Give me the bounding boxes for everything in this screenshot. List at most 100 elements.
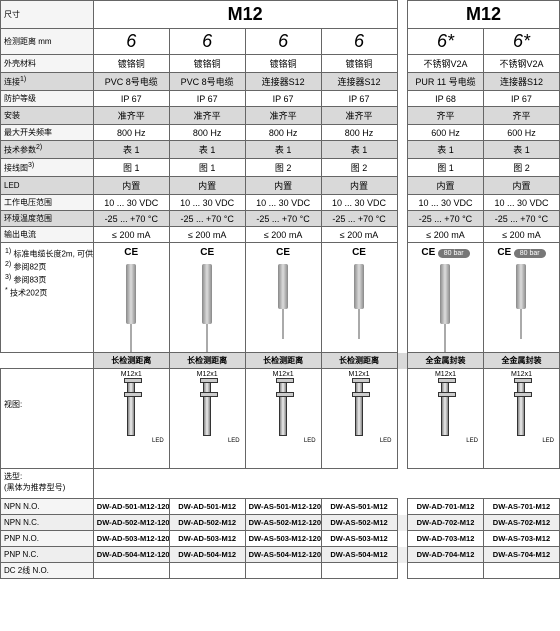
part-number: DW-AS-501-M12-120 bbox=[245, 499, 321, 515]
spec-val: 800 Hz bbox=[245, 125, 321, 141]
spec-val: 图 2 bbox=[245, 159, 321, 177]
option-label: 选型: bbox=[4, 472, 22, 481]
spec-label: 连接1) bbox=[1, 73, 94, 91]
part-number bbox=[408, 563, 484, 579]
spec-val: 10 ... 30 VDC bbox=[93, 195, 169, 211]
spec-label: 外壳材料 bbox=[1, 55, 94, 73]
spec-val: 图 2 bbox=[483, 159, 559, 177]
spec-label: 安装 bbox=[1, 107, 94, 125]
part-number: DW-AD-704-M12 bbox=[408, 547, 484, 563]
image-row: 1) 标准电缆长度2m, 可供非标准电缆长度 2) 参阅82页 3) 参阅83页… bbox=[1, 243, 560, 353]
spec-val: 800 Hz bbox=[321, 125, 397, 141]
size-group-1: M12 bbox=[93, 1, 397, 29]
part-number: DW-AS-503-M12 bbox=[321, 531, 397, 547]
detect-row: 检测距离 mm 6 6 6 6 6* 6* bbox=[1, 29, 560, 55]
spec-val: 600 Hz bbox=[483, 125, 559, 141]
partnumber-row: PNP N.O.DW-AD-503-M12-120DW-AD-503-M12DW… bbox=[1, 531, 560, 547]
spec-table: 尺寸 M12 M12 检测距离 mm 6 6 6 6 6* 6* 外壳材料 镀铬铜… bbox=[0, 0, 560, 579]
spec-row: 接线图3)图 1图 1图 2图 2图 1图 2 bbox=[1, 159, 560, 177]
spec-row: 技术参数2)表 1表 1表 1表 1表 1表 1 bbox=[1, 141, 560, 159]
spec-val: ≤ 200 mA bbox=[408, 227, 484, 243]
spec-val: IP 67 bbox=[483, 91, 559, 107]
part-number: DW-AD-501-M12 bbox=[169, 499, 245, 515]
part-number: DW-AS-504-M12 bbox=[321, 547, 397, 563]
spec-val: 10 ... 30 VDC bbox=[483, 195, 559, 211]
spec-val: 连接器S12 bbox=[483, 73, 559, 91]
part-number: DW-AS-502-M12-120 bbox=[245, 515, 321, 531]
spec-label: 最大开关频率 bbox=[1, 125, 94, 141]
part-number bbox=[169, 563, 245, 579]
header-size-row: 尺寸 M12 M12 bbox=[1, 1, 560, 29]
partnumber-row: NPN N.O.DW-AD-501-M12-120DW-AD-501-M12DW… bbox=[1, 499, 560, 515]
part-number: DW-AD-702-M12 bbox=[408, 515, 484, 531]
spec-val: 800 Hz bbox=[93, 125, 169, 141]
spec-val: -25 ... +70 °C bbox=[169, 211, 245, 227]
spec-row: 安装准齐平准齐平准齐平准齐平齐平齐平 bbox=[1, 107, 560, 125]
part-number: DW-AD-504-M12-120 bbox=[93, 547, 169, 563]
spec-val: 镀铬铜 bbox=[321, 55, 397, 73]
spec-label: 防护等级 bbox=[1, 91, 94, 107]
spec-val: ≤ 200 mA bbox=[483, 227, 559, 243]
detect-label: 检测距离 mm bbox=[1, 29, 94, 55]
part-number: DW-AS-704-M12 bbox=[483, 547, 559, 563]
spec-label: 技术参数2) bbox=[1, 141, 94, 159]
part-number: DW-AD-503-M12 bbox=[169, 531, 245, 547]
spec-val: 镀铬铜 bbox=[169, 55, 245, 73]
output-type: NPN N.C. bbox=[1, 515, 94, 531]
spec-label: 环境温度范围 bbox=[1, 211, 94, 227]
spec-val: 表 1 bbox=[245, 141, 321, 159]
spec-val: 表 1 bbox=[483, 141, 559, 159]
spec-val: PVC 8号电缆 bbox=[169, 73, 245, 91]
spec-val: ≤ 200 mA bbox=[169, 227, 245, 243]
spec-val: 内置 bbox=[408, 177, 484, 195]
spec-val: -25 ... +70 °C bbox=[93, 211, 169, 227]
part-number: DW-AD-502-M12-120 bbox=[93, 515, 169, 531]
tag-row: 长检测距离 长检测距离 长检测距离 长检测距离 全金属封装 全金属封装 bbox=[1, 353, 560, 369]
part-number: DW-AS-504-M12-120 bbox=[245, 547, 321, 563]
spec-val: IP 68 bbox=[408, 91, 484, 107]
spec-val: 图 2 bbox=[321, 159, 397, 177]
spec-val: 齐平 bbox=[483, 107, 559, 125]
spec-row: 外壳材料镀铬铜镀铬铜镀铬铜镀铬铜不锈钢V2A不锈钢V2A bbox=[1, 55, 560, 73]
part-number: DW-AD-703-M12 bbox=[408, 531, 484, 547]
part-number: DW-AD-502-M12 bbox=[169, 515, 245, 531]
spec-val: -25 ... +70 °C bbox=[321, 211, 397, 227]
spec-val: 表 1 bbox=[169, 141, 245, 159]
spec-val: 内置 bbox=[93, 177, 169, 195]
part-number: DW-AS-501-M12 bbox=[321, 499, 397, 515]
spec-label: LED bbox=[1, 177, 94, 195]
size-label: 尺寸 bbox=[1, 1, 94, 29]
ce-mark: CE bbox=[124, 247, 138, 258]
part-number: DW-AS-702-M12 bbox=[483, 515, 559, 531]
spec-val: 内置 bbox=[245, 177, 321, 195]
spec-val: 准齐平 bbox=[321, 107, 397, 125]
spec-val: 不锈钢V2A bbox=[408, 55, 484, 73]
spec-label: 接线图3) bbox=[1, 159, 94, 177]
spec-val: 图 1 bbox=[93, 159, 169, 177]
part-number: DW-AS-703-M12 bbox=[483, 531, 559, 547]
pressure-badge: 80 bar bbox=[438, 249, 470, 258]
spec-row: 输出电流≤ 200 mA≤ 200 mA≤ 200 mA≤ 200 mA≤ 20… bbox=[1, 227, 560, 243]
output-type: PNP N.O. bbox=[1, 531, 94, 547]
option-note: (黑体为推荐型号) bbox=[4, 483, 65, 492]
spec-val: PVC 8号电缆 bbox=[93, 73, 169, 91]
part-number bbox=[93, 563, 169, 579]
spec-val: 10 ... 30 VDC bbox=[408, 195, 484, 211]
spec-row: LED内置内置内置内置内置内置 bbox=[1, 177, 560, 195]
spec-val: 表 1 bbox=[408, 141, 484, 159]
spec-row: 最大开关频率800 Hz800 Hz800 Hz800 Hz600 Hz600 … bbox=[1, 125, 560, 141]
notes-cell: 1) 标准电缆长度2m, 可供非标准电缆长度 2) 参阅82页 3) 参阅83页… bbox=[1, 243, 94, 353]
output-type: PNP N.C. bbox=[1, 547, 94, 563]
spec-val: 内置 bbox=[169, 177, 245, 195]
output-type: DC 2线 N.O. bbox=[1, 563, 94, 579]
partnumber-row: PNP N.C.DW-AD-504-M12-120DW-AD-504-M12DW… bbox=[1, 547, 560, 563]
spec-val: -25 ... +70 °C bbox=[245, 211, 321, 227]
part-number: DW-AD-504-M12 bbox=[169, 547, 245, 563]
spec-row: 环境温度范围-25 ... +70 °C-25 ... +70 °C-25 ..… bbox=[1, 211, 560, 227]
spec-val: 准齐平 bbox=[93, 107, 169, 125]
spec-val: 表 1 bbox=[93, 141, 169, 159]
spec-val: 不锈钢V2A bbox=[483, 55, 559, 73]
spec-val: 10 ... 30 VDC bbox=[245, 195, 321, 211]
partnumber-row: NPN N.C.DW-AD-502-M12-120DW-AD-502-M12DW… bbox=[1, 515, 560, 531]
spec-val: -25 ... +70 °C bbox=[408, 211, 484, 227]
